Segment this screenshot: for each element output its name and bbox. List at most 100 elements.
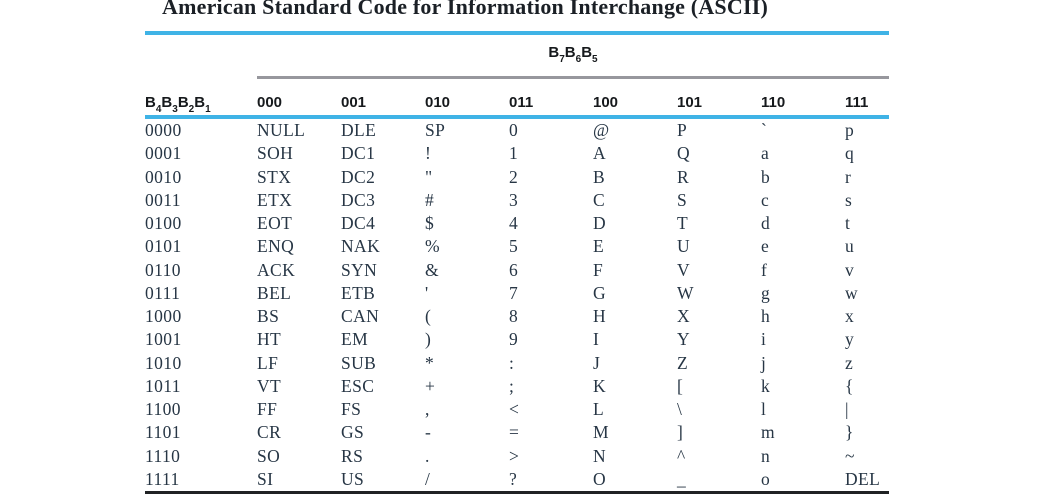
ascii-cell: 6	[509, 259, 519, 280]
ascii-cell: T	[677, 213, 689, 234]
ascii-cell: h	[761, 306, 771, 327]
ascii-cell: VT	[257, 375, 282, 396]
ascii-cell: 8	[509, 306, 519, 327]
ascii-cell: b	[761, 166, 771, 187]
ascii-cell: US	[341, 468, 365, 489]
ascii-cell: ESC	[341, 375, 375, 396]
ascii-cell: q	[845, 143, 855, 164]
ascii-cell: ETB	[341, 282, 376, 303]
ascii-cell: Q	[677, 143, 691, 164]
ascii-cell: EOT	[257, 213, 293, 234]
ascii-cell: 9	[509, 329, 519, 350]
ascii-cell: SYN	[341, 259, 378, 280]
ascii-cell: V	[677, 259, 691, 280]
ascii-cell: EM	[341, 329, 369, 350]
ascii-cell: &	[425, 259, 440, 280]
table-row: 0000 NULL DLE SP 0 @ P ` p	[145, 119, 889, 142]
ascii-cell: /	[425, 468, 431, 489]
row-bits: 0001	[145, 143, 182, 164]
ascii-cell: ]	[677, 422, 684, 443]
ascii-cell: L	[593, 399, 605, 420]
ascii-cell: \	[677, 399, 683, 420]
ascii-cell: %	[425, 236, 440, 257]
table-row: 1101 CR GS - = M] m}	[145, 421, 889, 444]
ascii-cell: l	[761, 399, 767, 420]
ascii-cell: f	[761, 259, 768, 280]
ascii-cell: w	[845, 282, 859, 303]
ascii-cell: p	[845, 120, 855, 141]
table-row: 1110 SO RS. > N ^ n ~	[145, 445, 889, 468]
ascii-cell: e	[761, 236, 770, 257]
ascii-cell: d	[761, 213, 771, 234]
ascii-cell: ~	[845, 445, 855, 466]
ascii-cell: W	[677, 282, 694, 303]
row-bits: 1111	[145, 468, 180, 489]
row-bits: 0100	[145, 213, 182, 234]
ascii-cell: ACK	[257, 259, 296, 280]
ascii-cell: NULL	[257, 120, 306, 141]
ascii-cell: CAN	[341, 306, 380, 327]
ascii-cell: +	[425, 375, 436, 396]
row-bits: 0000	[145, 120, 182, 141]
ascii-cell: =	[509, 422, 520, 443]
ascii-cell: B	[593, 166, 606, 187]
ascii-cell: STX	[257, 166, 292, 187]
ascii-cell: DC4	[341, 213, 376, 234]
ascii-cell: SI	[257, 468, 274, 489]
row-bits: 0010	[145, 166, 182, 187]
ascii-cell: t	[845, 213, 851, 234]
ascii-cell: U	[677, 236, 691, 257]
ascii-cell: 0	[509, 120, 519, 141]
ascii-cell: @	[593, 120, 610, 141]
ascii-cell: G	[593, 282, 607, 303]
ascii-cell: g	[761, 282, 771, 303]
ascii-cell: F	[593, 259, 604, 280]
ascii-cell: y	[845, 329, 855, 350]
ascii-cell: LF	[257, 352, 279, 373]
row-bits: 0101	[145, 236, 182, 257]
ascii-cell: "	[425, 166, 433, 187]
column-header: 111	[845, 94, 869, 111]
ascii-cell: ,	[425, 399, 430, 420]
row-bits: 0111	[145, 282, 181, 303]
column-header: 011	[509, 94, 534, 111]
row-bits: 1001	[145, 329, 182, 350]
ascii-cell: SOH	[257, 143, 294, 164]
ascii-cell: o	[761, 468, 771, 489]
ascii-cell: $	[425, 213, 435, 234]
column-header: 101	[677, 94, 703, 111]
ascii-cell: !	[425, 143, 432, 164]
ascii-cell: J	[593, 352, 601, 373]
ascii-cell: C	[593, 189, 606, 210]
ascii-cell: #	[425, 189, 435, 210]
ascii-cell: S	[677, 189, 688, 210]
ascii-cell: D	[593, 213, 607, 234]
ascii-cell: j	[761, 352, 767, 373]
ascii-cell: ^	[677, 445, 686, 466]
ascii-cell: DEL	[845, 468, 881, 489]
ascii-cell: <	[509, 399, 520, 420]
row-bits: 1100	[145, 399, 181, 420]
ascii-table: American Standard Code for Information I…	[145, 0, 889, 499]
ascii-cell: I	[593, 329, 600, 350]
ascii-cell: SO	[257, 445, 281, 466]
row-bits: 1110	[145, 445, 181, 466]
group-header-rule	[257, 76, 889, 79]
row-bits: 1101	[145, 422, 181, 443]
ascii-cell: DC1	[341, 143, 376, 164]
ascii-cell: a	[761, 143, 770, 164]
ascii-cell: RS	[341, 445, 364, 466]
ascii-cell: ?	[509, 468, 518, 489]
bottom-rule	[145, 491, 889, 494]
ascii-cell: FF	[257, 399, 278, 420]
ascii-cell: .	[425, 445, 430, 466]
bit-group-label: B7B6B5	[548, 44, 598, 65]
ascii-cell: |	[845, 399, 849, 420]
